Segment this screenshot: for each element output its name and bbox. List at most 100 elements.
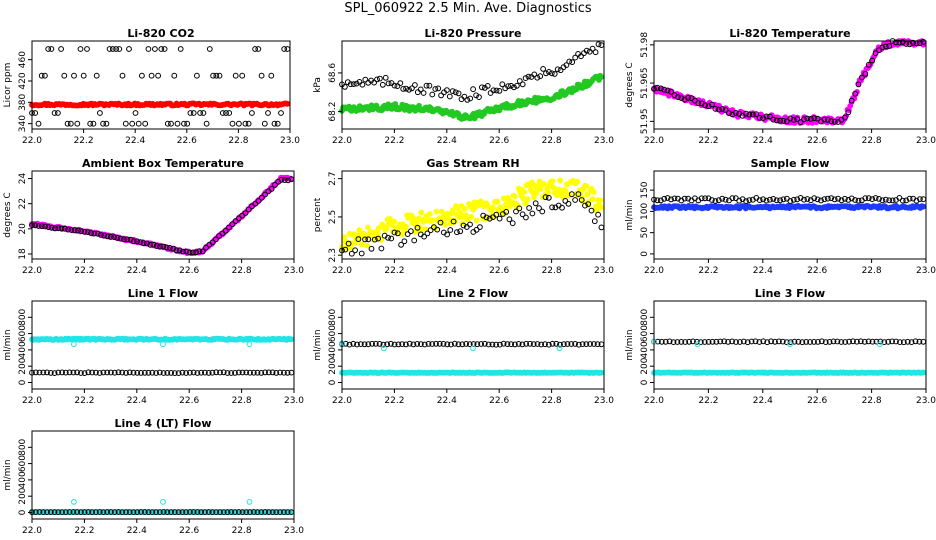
data-point-rh_raw [523,214,529,221]
data-point-amb_raw [111,234,117,241]
data-point-sf_raw [852,197,858,203]
data-point-l4_raw [47,509,54,515]
data-point-amb_raw [186,249,193,256]
data-point-rh_avg [557,177,563,184]
data-point-licor_raw [171,72,178,79]
data-point-t_raw [681,96,688,103]
data-point-sf_raw [869,196,876,203]
data-point-rh_avg [358,241,365,248]
data-point-amb_raw [55,225,62,232]
data-point-sf_raw [787,198,794,204]
data-point-p_raw [414,89,421,96]
data-point-rh_raw [477,224,483,231]
data-point-sf_raw [698,195,705,202]
data-point-licor_raw [103,120,110,127]
data-point-p_raw [598,42,605,48]
data-point-p_raw [505,83,512,90]
data-point-l4_raw [217,509,223,515]
data-point-t_raw [859,74,865,81]
data-point-p_raw [479,84,485,91]
data-point-rh_avg [391,218,398,225]
data-point-l4_raw [194,509,201,515]
data-point-l3_raw [893,338,899,345]
data-point-p_raw [429,91,436,98]
data-point-rh_raw [483,214,490,221]
data-point-rh_avg [457,210,464,216]
data-point-l3_raw [764,339,771,346]
data-point-l4_raw [277,509,284,515]
data-point-t_raw [756,114,763,121]
x-tick-label: 22.4 [437,136,457,146]
data-point-sf_raw [664,195,671,201]
data-point-p_raw [409,85,415,92]
y-tick-label: 400 [18,471,28,488]
data-point-p_raw [412,82,418,88]
data-point-l3_raw [885,338,892,345]
data-point-l1_raw [123,370,129,376]
data-point-t_raw [896,39,903,46]
data-point-t_raw [760,115,766,121]
data-point-l3_raw [772,338,778,345]
data-point-l1_raw [59,369,65,376]
x-tick-label: 22.0 [644,136,664,146]
data-point-amb_raw [245,206,252,213]
data-point-l1_raw [187,369,193,376]
chart-pressure: Li-820 Pressure kPa 22.0 22.2 22.4 22.6 22.8 23… [313,27,614,146]
data-point-l3_raw [733,339,739,345]
data-point-rh_raw [345,240,352,247]
data-point-p_raw [557,67,564,74]
data-point-sf_raw [661,195,668,202]
data-point-l3_raw [740,338,747,345]
data-point-sf_raw [903,197,910,204]
data-point-licor_raw [197,110,204,116]
data-point-l1_raw [179,369,186,376]
data-point-sf_raw [654,197,661,204]
chart-title: Ambient Box Temperature [82,157,244,170]
x-tick-label: 23.0 [284,526,304,536]
data-point-licor_raw [139,72,145,79]
data-point-licor_raw [113,46,119,52]
data-point-amb_raw [117,235,124,242]
data-point-l4_raw [265,509,272,515]
data-point-l3_raw [795,338,802,345]
data-point-l4_raw [232,509,238,515]
data-point-l2_out [556,345,563,352]
chart-rh: Gas Stream RH percent 22.0 22.2 22.4 22.6 22.8… [313,157,614,276]
data-point-licor_raw [122,120,129,127]
data-point-rh_raw [536,205,542,212]
x-tick-label: 23.0 [594,396,614,406]
data-point-l4_raw [74,509,80,515]
data-point-l2_raw [418,341,424,348]
data-point-l2_raw [481,340,488,347]
data-point-p_raw [551,71,558,77]
data-point-rh_raw [398,241,405,248]
x-tick-label: 22.0 [332,396,352,406]
data-point-amb_raw [130,238,137,245]
data-point-amb_raw [91,230,98,237]
data-point-rh_raw [598,224,605,231]
data-point-rh_raw [572,197,578,203]
data-point-rh_avg [584,191,591,198]
data-point-l4_raw [32,509,39,515]
x-tick-label: 22.4 [753,136,773,146]
data-point-p_raw [379,81,386,88]
data-point-l1_raw [74,369,80,376]
chart-line2: Line 2 Flow ml/min 22.0 22.2 22.4 22.6 22.8 23.… [313,287,614,406]
data-point-rh_avg [524,196,531,203]
data-point-amb_raw [180,248,186,255]
data-point-licor_raw [67,120,74,127]
data-point-t_raw [702,102,708,109]
data-point-amb_raw [137,239,144,246]
data-point-sf_raw [681,195,688,202]
x-tick-label: 22.2 [74,526,94,536]
y-tick-label: 600 [18,455,28,472]
data-point-l2_raw [474,341,481,348]
data-point-rh_raw [496,215,503,222]
data-point-licor_raw [64,120,71,127]
data-point-t_raw [753,111,760,118]
data-point-rh_raw [447,227,454,233]
data-point-l1_raw [85,369,92,376]
data-point-l1_raw [217,369,223,376]
y-tick-label: 340 [18,115,28,132]
data-point-l2_raw [346,341,353,348]
